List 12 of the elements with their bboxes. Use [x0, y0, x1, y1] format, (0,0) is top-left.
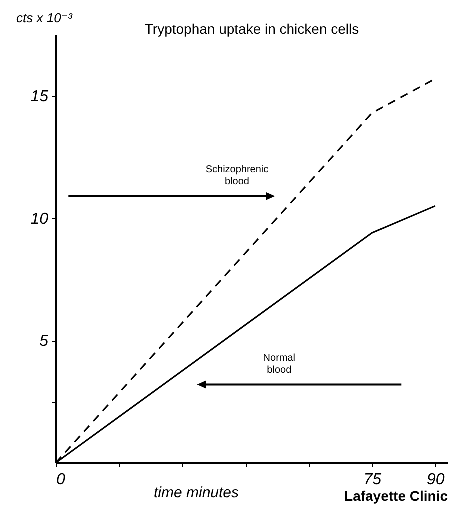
x-tick-label: 90 [426, 472, 445, 488]
y-tick-label: 10 [30, 210, 49, 228]
x-tick-label: 0 [56, 472, 66, 488]
y-tick-label: 15 [30, 88, 49, 106]
y-axis-title: cts x 10⁻³ [16, 10, 74, 26]
x-axis-title: time minutes [154, 484, 240, 502]
y-tick-label: 5 [40, 333, 49, 350]
annotation: Schizophrenic blood [206, 164, 269, 188]
text: Lafayette Clinic [344, 488, 448, 504]
x-tick-label: 75 [364, 472, 382, 488]
annotation: Normal blood [263, 352, 296, 376]
chart-title: Tryptophan uptake in chicken cells [144, 21, 360, 37]
